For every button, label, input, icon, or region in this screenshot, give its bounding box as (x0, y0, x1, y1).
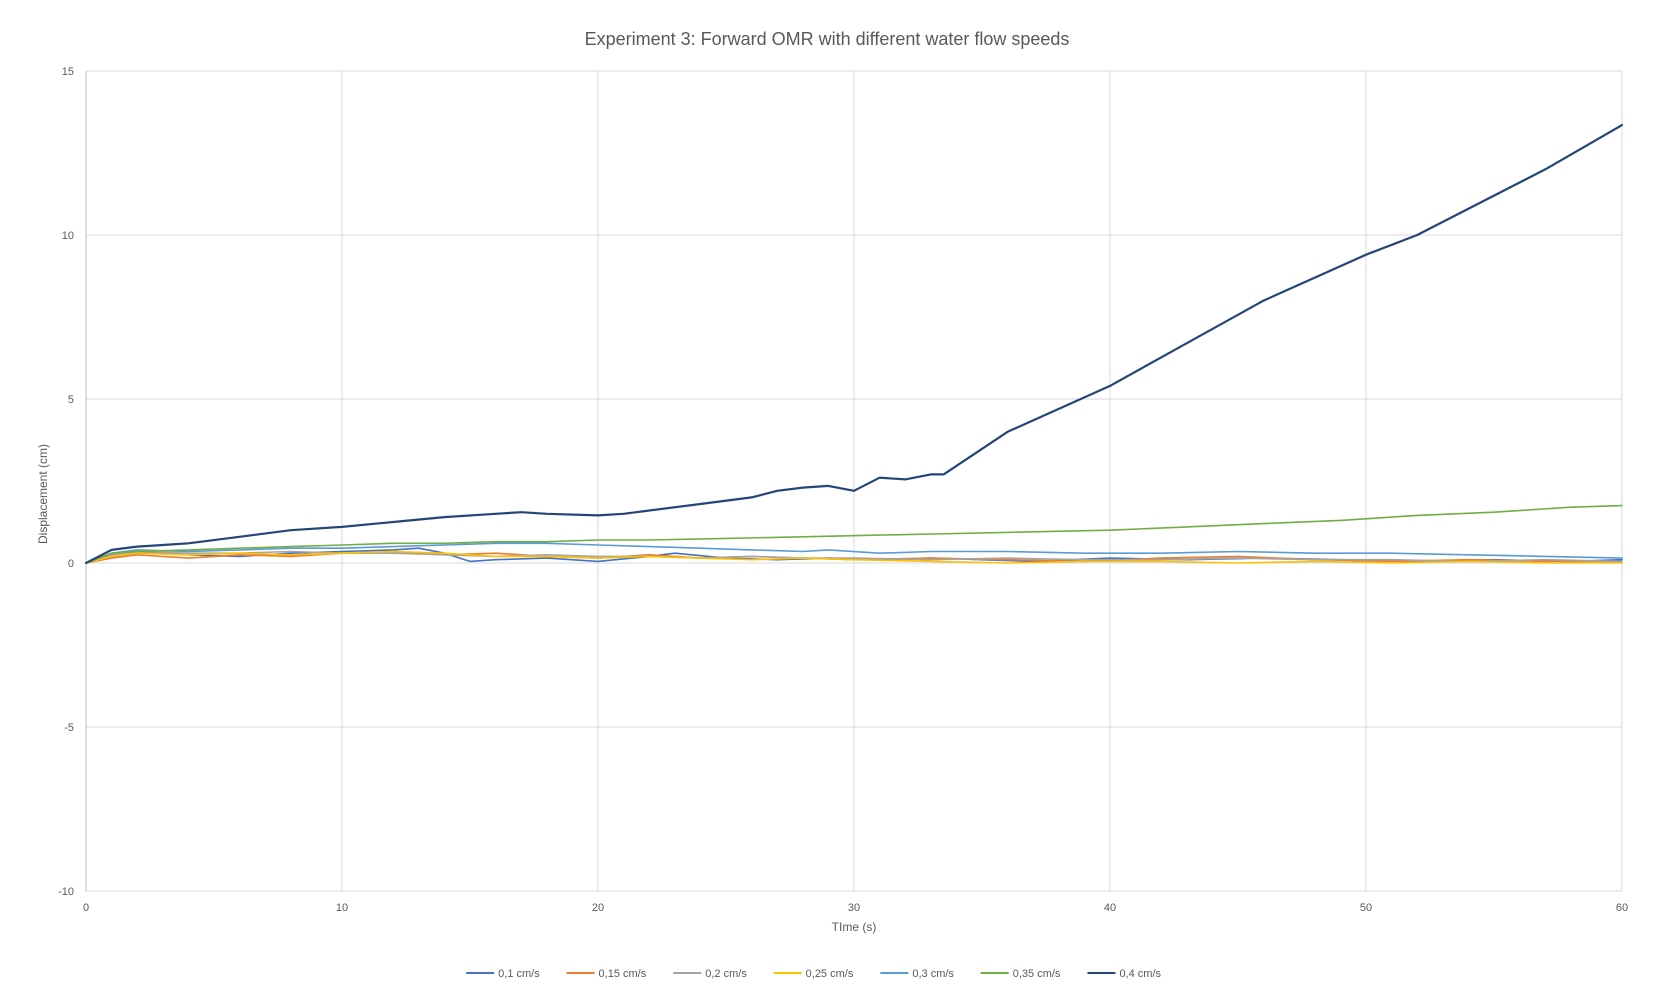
legend-label: 0,25 cm/s (806, 968, 854, 980)
legend-item: 0,2 cm/s (673, 968, 747, 980)
chart-title: Experiment 3: Forward OMR with different… (585, 29, 1070, 49)
y-tick-label: 5 (68, 394, 74, 406)
series-group (84, 123, 1624, 565)
legend-item: 0,3 cm/s (880, 968, 954, 980)
legend-item: 0,4 cm/s (1087, 968, 1162, 980)
legend-label: 0,3 cm/s (912, 968, 954, 980)
gridlines (85, 70, 1623, 892)
legend-label: 0,15 cm/s (599, 968, 647, 980)
x-tick-label: 60 (1616, 902, 1628, 914)
series-line (85, 550, 1623, 564)
axes: 0 10 20 30 40 50 60 -10 -5 0 5 10 15 (58, 66, 1628, 914)
y-tick-label: 15 (62, 66, 74, 78)
legend-item: 0,1 cm/s (466, 968, 540, 980)
y-tick-label: 10 (62, 230, 74, 242)
x-axis-title: TIme (s) (832, 920, 877, 934)
x-tick-label: 40 (1104, 902, 1116, 914)
legend-label: 0,4 cm/s (1119, 968, 1161, 980)
series-line (85, 504, 1623, 564)
legend-label: 0,1 cm/s (498, 968, 540, 980)
legend: 0,1 cm/s 0,15 cm/s 0,2 cm/s 0,25 cm/s 0,3 cm… (466, 968, 1162, 980)
y-tick-label: 0 (68, 558, 74, 570)
legend-item: 0,25 cm/s (773, 968, 854, 980)
y-axis-title: Displacement (cm) (36, 444, 50, 544)
legend-label: 0,2 cm/s (705, 968, 747, 980)
x-tick-label: 0 (83, 902, 89, 914)
legend-item: 0,35 cm/s (980, 968, 1061, 980)
legend-label: 0,35 cm/s (1013, 968, 1061, 980)
x-tick-label: 10 (336, 902, 348, 914)
y-tick-label: -10 (58, 886, 74, 898)
y-tick-label: -5 (64, 722, 74, 734)
series-line (85, 542, 1623, 564)
x-tick-label: 50 (1360, 902, 1372, 914)
legend-item: 0,15 cm/s (566, 968, 647, 980)
x-tick-label: 20 (592, 902, 604, 914)
series-line (84, 123, 1624, 565)
x-tick-label: 30 (848, 902, 860, 914)
